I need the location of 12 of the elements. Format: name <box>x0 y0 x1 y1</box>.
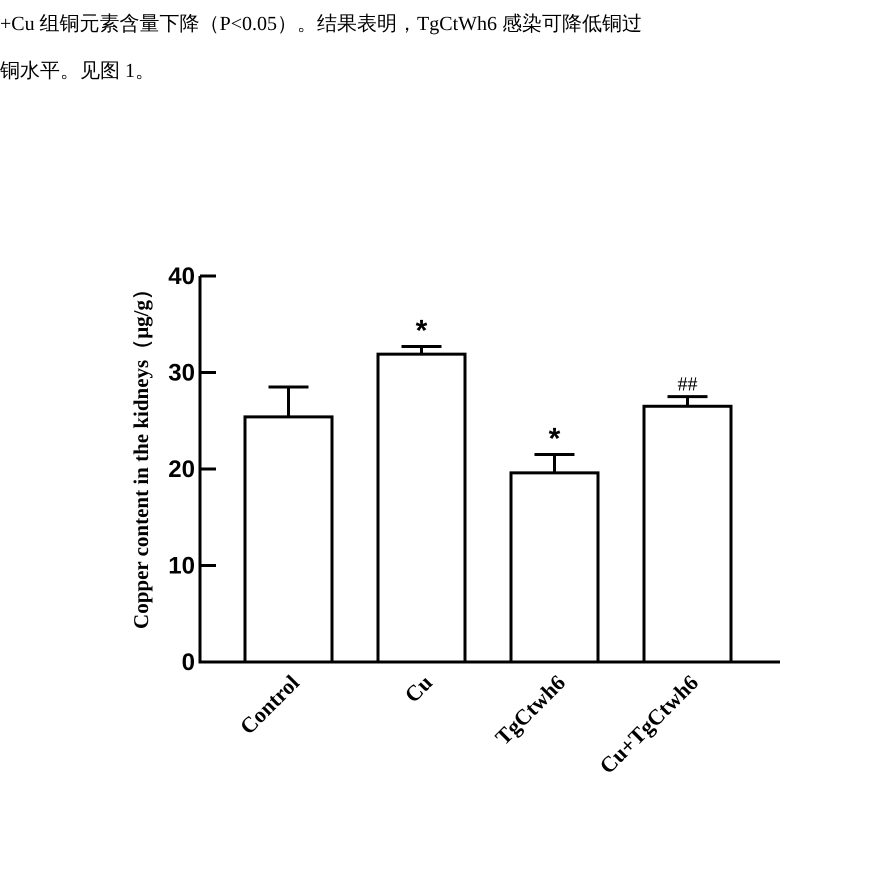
y-tick-label: 0 <box>182 649 195 676</box>
data-label: ## <box>678 374 698 396</box>
text: 铜水平。见图 1。 <box>0 60 155 82</box>
y-axis-title: Copper content in the kidneys（μg/g） <box>129 279 153 629</box>
y-tick-label: 40 <box>168 263 195 290</box>
y-tick-label: 10 <box>168 552 195 580</box>
x-tick-label: Cu <box>399 670 438 708</box>
y-tick-label: 20 <box>168 456 195 483</box>
data-label: * <box>548 422 561 456</box>
text: +Cu 组铜元素含量下降（P<0.05）。结果表明，TgCtWh6 感染可降低铜过 <box>0 13 642 35</box>
y-tick-label: 30 <box>168 360 195 386</box>
data-label: * <box>416 314 428 348</box>
